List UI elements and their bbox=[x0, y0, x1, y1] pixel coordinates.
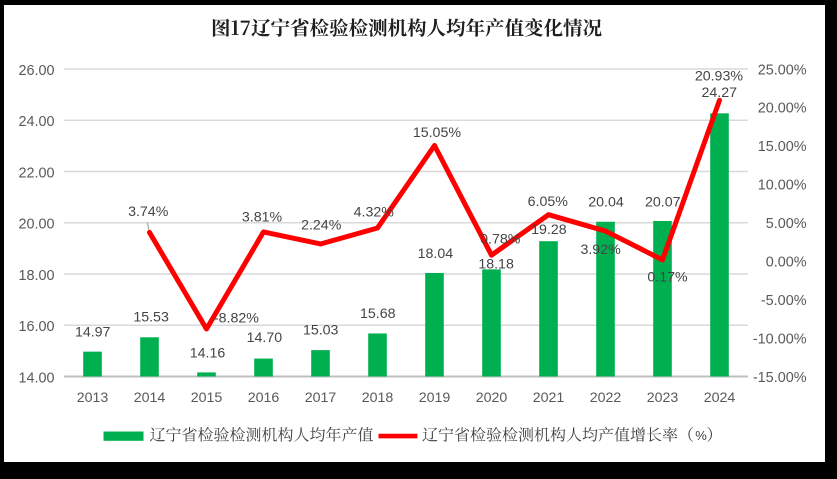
svg-text:10.00%: 10.00% bbox=[758, 178, 807, 194]
svg-text:20.00%: 20.00% bbox=[758, 101, 807, 117]
svg-text:3.81%: 3.81% bbox=[242, 210, 283, 226]
svg-text:2014: 2014 bbox=[134, 390, 166, 406]
svg-text:2015: 2015 bbox=[191, 390, 223, 406]
svg-text:14.00: 14.00 bbox=[18, 370, 54, 386]
svg-text:24.00: 24.00 bbox=[18, 114, 54, 130]
svg-text:15.53: 15.53 bbox=[133, 309, 169, 325]
svg-text:20.00: 20.00 bbox=[18, 217, 54, 233]
svg-text:5.00%: 5.00% bbox=[766, 216, 807, 232]
svg-text:2.24%: 2.24% bbox=[301, 218, 342, 234]
svg-text:3.92%: 3.92% bbox=[580, 242, 621, 258]
svg-text:2016: 2016 bbox=[248, 390, 280, 406]
svg-text:20.93%: 20.93% bbox=[695, 68, 744, 84]
svg-text:0.17%: 0.17% bbox=[647, 270, 688, 286]
svg-text:18.00: 18.00 bbox=[18, 268, 54, 284]
svg-text:0.00%: 0.00% bbox=[766, 254, 807, 270]
svg-text:24.27: 24.27 bbox=[702, 85, 738, 101]
svg-text:26.00: 26.00 bbox=[18, 63, 54, 79]
svg-text:19.28: 19.28 bbox=[531, 222, 567, 238]
svg-text:-5.00%: -5.00% bbox=[761, 293, 807, 309]
svg-text:15.68: 15.68 bbox=[360, 306, 396, 322]
svg-text:0.78%: 0.78% bbox=[480, 232, 521, 248]
svg-text:2020: 2020 bbox=[476, 390, 508, 406]
svg-text:6.05%: 6.05% bbox=[528, 194, 569, 210]
svg-text:-15.00%: -15.00% bbox=[753, 370, 807, 386]
svg-text:15.00%: 15.00% bbox=[758, 139, 807, 155]
svg-text:2022: 2022 bbox=[590, 390, 622, 406]
svg-text:-8.82%: -8.82% bbox=[214, 311, 259, 327]
svg-text:%: % bbox=[695, 428, 707, 443]
svg-text:2019: 2019 bbox=[419, 390, 451, 406]
svg-text:25.00%: 25.00% bbox=[758, 62, 807, 78]
svg-text:-10.00%: -10.00% bbox=[753, 331, 807, 347]
svg-text:20.04: 20.04 bbox=[588, 194, 624, 210]
svg-text:15.03: 15.03 bbox=[303, 322, 339, 338]
svg-text:2024: 2024 bbox=[704, 390, 736, 406]
svg-text:20.07: 20.07 bbox=[645, 194, 681, 210]
svg-text:22.00: 22.00 bbox=[18, 165, 54, 181]
svg-text:4.32%: 4.32% bbox=[354, 205, 395, 221]
svg-text:3.74%: 3.74% bbox=[128, 204, 169, 220]
svg-text:2018: 2018 bbox=[362, 390, 394, 406]
svg-text:14.16: 14.16 bbox=[190, 346, 226, 362]
svg-text:16.00: 16.00 bbox=[18, 319, 54, 335]
svg-text:2023: 2023 bbox=[647, 390, 679, 406]
svg-text:2021: 2021 bbox=[533, 390, 565, 406]
svg-text:2013: 2013 bbox=[77, 390, 109, 406]
svg-text:14.97: 14.97 bbox=[75, 325, 111, 341]
svg-text:2017: 2017 bbox=[305, 390, 337, 406]
svg-text:15.05%: 15.05% bbox=[413, 125, 462, 141]
svg-text:18.18: 18.18 bbox=[478, 257, 514, 273]
svg-text:14.70: 14.70 bbox=[247, 330, 283, 346]
svg-text:18.04: 18.04 bbox=[418, 246, 454, 262]
